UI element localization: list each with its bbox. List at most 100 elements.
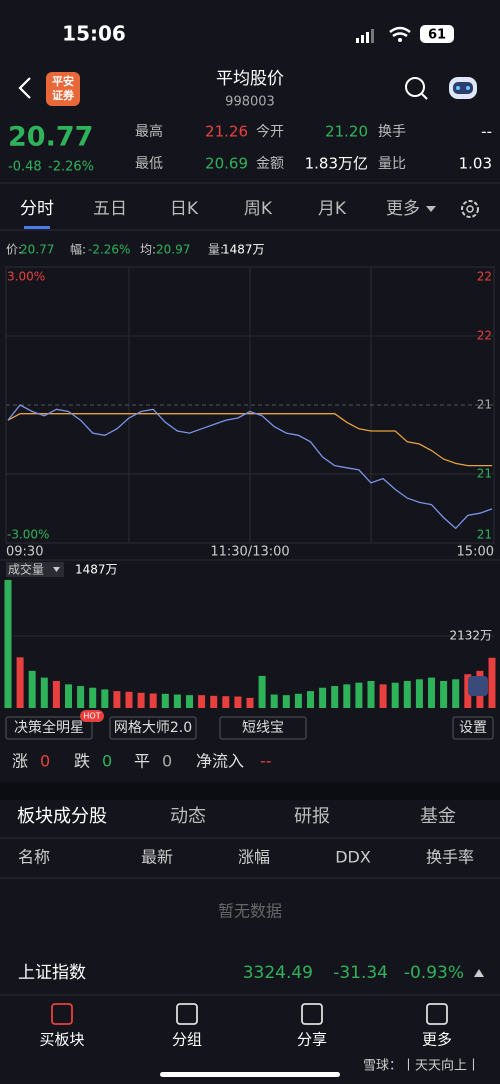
stat-value: -- [260,752,272,771]
column-header[interactable]: 涨幅 [238,848,270,867]
robot-button[interactable] [449,77,477,99]
info-label: 价: [6,243,22,257]
nav-icon[interactable] [301,1003,323,1025]
volume-bar [28,670,36,708]
volume-bar [307,691,314,708]
volume-bar [440,680,448,708]
period-tab[interactable]: 更多 [386,199,420,219]
volume-bar [488,657,496,708]
volume-bar [4,580,12,708]
volume-bar [331,686,339,708]
watermark: 雪球：丨天天向上丨 [363,1058,480,1074]
tool-button[interactable] [5,716,93,740]
field-value: 1.83万亿 [305,155,368,173]
volume-bar [186,695,193,708]
right-tick-label: 22 [477,270,492,284]
right-tick-label: 21 [477,528,492,542]
field-label: 量比 [378,156,406,172]
volume-label-box[interactable] [6,562,64,577]
info-label: 量: [208,243,224,257]
battery-icon [420,25,454,43]
volume-bar [379,684,387,708]
settings-gear[interactable] [461,200,479,218]
volume-bar [343,684,351,708]
period-tab[interactable]: 分时 [20,199,54,219]
index-percent: -0.93% [404,963,464,983]
column-header[interactable]: 名称 [18,848,50,867]
volume-bar [391,682,399,708]
nav-icon[interactable] [426,1003,448,1025]
volume-bar [246,697,254,708]
tool-button-label: 短线宝 [242,720,284,736]
volume-bar [161,693,169,708]
volume-bar [125,691,133,708]
period-tab[interactable]: 日K [170,199,199,219]
settings-label: 设置 [459,720,487,736]
index-name: 上证指数 [18,963,86,983]
active-tab-underline [24,226,50,229]
stock-title: 平均股价 [216,69,284,89]
broker-logo [46,72,80,106]
volume-bar [234,696,242,708]
stat-label: 跌 [74,752,90,771]
volume-bar [40,677,48,708]
section-tab[interactable]: 研报 [294,806,330,827]
stock-code: 998003 [225,95,275,110]
x-tick-label: 15:00 [457,545,494,560]
nav-icon[interactable] [51,1003,73,1025]
info-label: 均: [140,243,156,257]
section-tab[interactable]: 板块成分股 [17,806,107,827]
nav-label: 分享 [297,1031,327,1049]
volume-bar [452,679,460,708]
field-value: 21.26 [205,123,248,141]
column-header[interactable]: 最新 [141,848,173,867]
volume-bar [89,687,97,708]
volume-bar [65,684,72,708]
period-tab[interactable]: 五日 [93,199,127,219]
dropdown-arrow[interactable] [426,206,436,212]
field-label: 换手 [378,123,406,140]
info-value: 20.77 [20,243,54,257]
hot-badge-text: HOT [83,712,100,721]
volume-bar [113,691,121,708]
period-tab[interactable]: 月K [318,199,347,219]
volume-bar [403,680,411,708]
volume-bar [52,680,60,708]
section-tab[interactable]: 动态 [170,806,206,827]
dropdown-arrow [53,567,60,572]
field-label: 今开 [256,124,284,140]
wifi-dot [398,38,402,42]
right-tick-label: 22 [477,329,492,343]
stat-label: 涨 [12,752,28,771]
field-value: -- [481,123,492,141]
volume-bar [16,657,24,708]
column-header[interactable]: DDX [335,848,371,867]
stat-value: 0 [162,752,172,771]
fullscreen-button[interactable] [468,676,488,696]
volume-bar [270,694,278,708]
field-label: 金额 [256,156,284,172]
nav-icon[interactable] [176,1003,198,1025]
tool-button[interactable] [219,716,307,740]
volume-bar [77,686,85,708]
expand-arrow[interactable] [474,969,484,977]
period-tab[interactable]: 周K [244,199,273,219]
tool-button-label: 决策全明星 [14,719,84,736]
price-line [7,413,492,467]
signal-icon [356,29,374,43]
empty-state: 暂无数据 [218,902,282,921]
section-tab[interactable]: 基金 [420,806,456,827]
volume-bar [137,692,145,708]
home-indicator [160,1072,340,1077]
tool-button[interactable] [109,716,197,740]
index-value: 3324.49 [243,963,313,983]
price-line [7,404,493,530]
field-value: 20.69 [205,155,248,173]
column-header[interactable]: 换手率 [426,848,474,867]
back-button[interactable] [18,77,31,99]
logo-text: 证券 [52,88,75,102]
search-button[interactable] [405,77,428,100]
settings-button[interactable] [452,716,494,740]
nav-label: 分组 [172,1031,202,1049]
